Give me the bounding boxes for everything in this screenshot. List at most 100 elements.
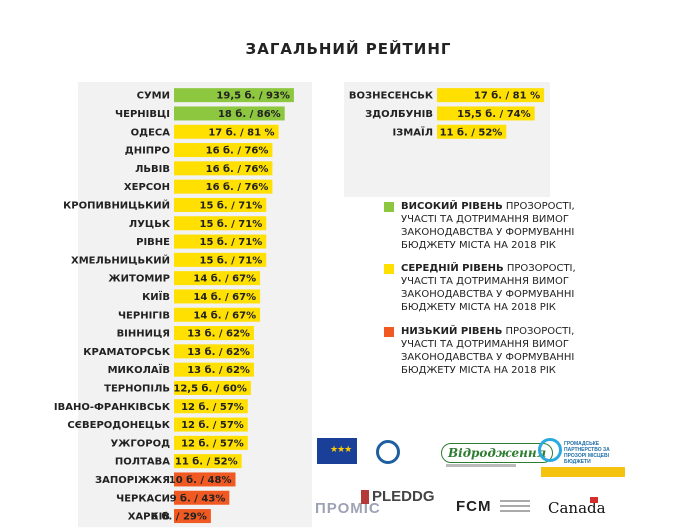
bar-6 bbox=[174, 197, 267, 212]
legend-rest-medium: ПРОЗОРОСТІ, УЧАСТІ ТА ДОТРИМАННЯ ВИМОГ З… bbox=[401, 263, 576, 313]
bar-12 bbox=[174, 307, 261, 322]
value-label-1: 18 б. / 86% bbox=[218, 108, 281, 120]
eu-flag-logo: ★★★ bbox=[317, 438, 357, 464]
city-label-23: ХАРКІВ bbox=[128, 512, 170, 523]
bar-9 bbox=[174, 252, 267, 267]
fcm-logo: FCM bbox=[456, 498, 492, 515]
legend-swatch-medium bbox=[384, 264, 394, 274]
city-label-3: ДНІПРО bbox=[125, 146, 170, 157]
city-label-13: ВІННИЦЯ bbox=[117, 329, 170, 340]
legend-text-medium: СЕРЕДНІЙ РІВЕНЬ ПРОЗОРОСТІ, УЧАСТІ ТА ДО… bbox=[401, 262, 586, 314]
city-label-17: ІВАНО-ФРАНКІВСЬК bbox=[54, 402, 171, 413]
pleddg-logo-mark bbox=[361, 490, 369, 504]
legend-rest-high: ПРОЗОРОСТІ, УЧАСТІ ТА ДОТРИМАННЯ ВИМОГ З… bbox=[401, 201, 575, 251]
right-value-label-1: 15,5 б. / 74% bbox=[457, 108, 531, 120]
city-label-18: СЄВЕРОДОНЕЦЬК bbox=[67, 420, 170, 431]
bar-16 bbox=[174, 380, 251, 395]
value-label-2: 17 б. / 81 % bbox=[208, 126, 274, 138]
city-label-9: ХМЕЛЬНИЦЬКИЙ bbox=[71, 253, 170, 266]
bar-2 bbox=[174, 124, 279, 139]
canada-flag-icon bbox=[590, 497, 598, 503]
city-label-2: ОДЕСА bbox=[131, 127, 171, 138]
value-label-0: 19,5 б. / 93% bbox=[216, 90, 290, 102]
city-label-0: СУМИ bbox=[137, 91, 170, 102]
legend-head-medium: СЕРЕДНІЙ РІВЕНЬ bbox=[401, 263, 504, 274]
city-label-21: ЗАПОРІЖЖЯ bbox=[95, 475, 170, 486]
city-label-15: МИКОЛАЇВ bbox=[108, 362, 170, 376]
city-label-4: ЛЬВІВ bbox=[135, 164, 170, 175]
bar-10 bbox=[174, 271, 261, 286]
value-label-22: 9 б. / 43% bbox=[170, 492, 226, 504]
right-city-label-2: ІЗМАЇЛ bbox=[392, 124, 433, 138]
bar-11 bbox=[174, 289, 261, 304]
city-label-7: ЛУЦЬК bbox=[129, 219, 171, 230]
bar-3 bbox=[174, 143, 273, 158]
value-label-15: 13 б. / 62% bbox=[187, 364, 250, 376]
value-label-13: 13 б. / 62% bbox=[187, 328, 250, 340]
value-label-7: 15 б. / 71% bbox=[200, 218, 263, 230]
city-label-6: КРОПИВНИЦЬКИЙ bbox=[63, 198, 170, 211]
right-bar-0 bbox=[437, 88, 545, 103]
city-label-19: УЖГОРОД bbox=[110, 438, 170, 449]
value-label-14: 13 б. / 62% bbox=[187, 346, 250, 358]
city-label-11: КИЇВ bbox=[142, 289, 170, 303]
value-label-21: 10 б. / 48% bbox=[169, 474, 232, 486]
value-label-6: 15 б. / 71% bbox=[200, 199, 263, 211]
bar-7 bbox=[174, 216, 267, 231]
hromad-logo-mark bbox=[538, 438, 562, 462]
bar-15 bbox=[174, 362, 254, 377]
promis-logo: ПРОМІС bbox=[315, 500, 381, 517]
value-label-8: 15 б. / 71% bbox=[200, 236, 263, 248]
legend-swatch-low bbox=[384, 327, 394, 337]
fcm-logo-lines bbox=[500, 500, 530, 502]
city-label-10: ЖИТОМИР bbox=[108, 274, 170, 285]
legend-text-low: НИЗЬКИЙ РІВЕНЬ ПРОЗОРОСТІ, УЧАСТІ ТА ДОТ… bbox=[401, 325, 586, 377]
value-label-4: 16 б. / 76% bbox=[206, 163, 269, 175]
city-label-16: ТЕРНОПІЛЬ bbox=[104, 383, 170, 394]
value-label-23: 6 б. / 29% bbox=[151, 511, 207, 523]
pleddg-logo: PLEDDG bbox=[372, 488, 435, 505]
right-city-label-0: ВОЗНЕСЕНСЬК bbox=[349, 91, 434, 102]
value-label-5: 16 б. / 76% bbox=[206, 181, 269, 193]
city-label-22: ЧЕРКАСИ bbox=[116, 493, 170, 504]
value-label-16: 12,5 б. / 60% bbox=[173, 382, 247, 394]
value-label-10: 14 б. / 67% bbox=[193, 273, 256, 285]
bar-13 bbox=[174, 326, 254, 341]
right-city-label-1: ЗДОЛБУНІВ bbox=[365, 109, 433, 120]
fund-logo bbox=[376, 440, 400, 464]
bar-18 bbox=[174, 417, 248, 432]
bar-0 bbox=[174, 88, 294, 103]
city-label-14: КРАМАТОРСЬК bbox=[83, 347, 171, 358]
chart-title: ЗАГАЛЬНИЙ РЕЙТИНГ bbox=[245, 40, 452, 58]
hromad-logo-bar bbox=[541, 467, 625, 477]
vidrodzhennya-logo: Відродження bbox=[441, 443, 554, 463]
value-label-9: 15 б. / 71% bbox=[200, 254, 263, 266]
value-label-17: 12 б. / 57% bbox=[181, 401, 244, 413]
right-bar-2 bbox=[437, 124, 507, 139]
bar-4 bbox=[174, 161, 273, 176]
bar-17 bbox=[174, 399, 248, 414]
bar-20 bbox=[174, 454, 242, 469]
bar-14 bbox=[174, 344, 254, 359]
bar-19 bbox=[174, 435, 248, 450]
value-label-20: 11 б. / 52% bbox=[175, 456, 238, 468]
right-value-label-0: 17 б. / 81 % bbox=[474, 90, 540, 102]
right-value-label-2: 11 б. / 52% bbox=[440, 126, 503, 138]
legend-text-high: ВИСОКИЙ РІВЕНЬ ПРОЗОРОСТІ, УЧАСТІ ТА ДОТ… bbox=[401, 200, 586, 252]
value-label-18: 12 б. / 57% bbox=[181, 419, 244, 431]
legend-head-high: ВИСОКИЙ РІВЕНЬ bbox=[401, 201, 503, 212]
value-label-11: 14 б. / 67% bbox=[193, 291, 256, 303]
value-label-12: 14 б. / 67% bbox=[193, 309, 256, 321]
city-label-20: ПОЛТАВА bbox=[115, 457, 170, 468]
vidrodzhennya-subline bbox=[446, 464, 516, 467]
bar-1 bbox=[174, 106, 285, 121]
canada-logo: Canada bbox=[548, 499, 606, 517]
value-label-19: 12 б. / 57% bbox=[181, 437, 244, 449]
right-bar-1 bbox=[437, 106, 535, 121]
city-label-8: РІВНЕ bbox=[136, 237, 170, 248]
legend-swatch-high bbox=[384, 202, 394, 212]
bar-8 bbox=[174, 234, 267, 249]
city-label-5: ХЕРСОН bbox=[124, 182, 170, 193]
legend-head-low: НИЗЬКИЙ РІВЕНЬ bbox=[401, 326, 503, 337]
